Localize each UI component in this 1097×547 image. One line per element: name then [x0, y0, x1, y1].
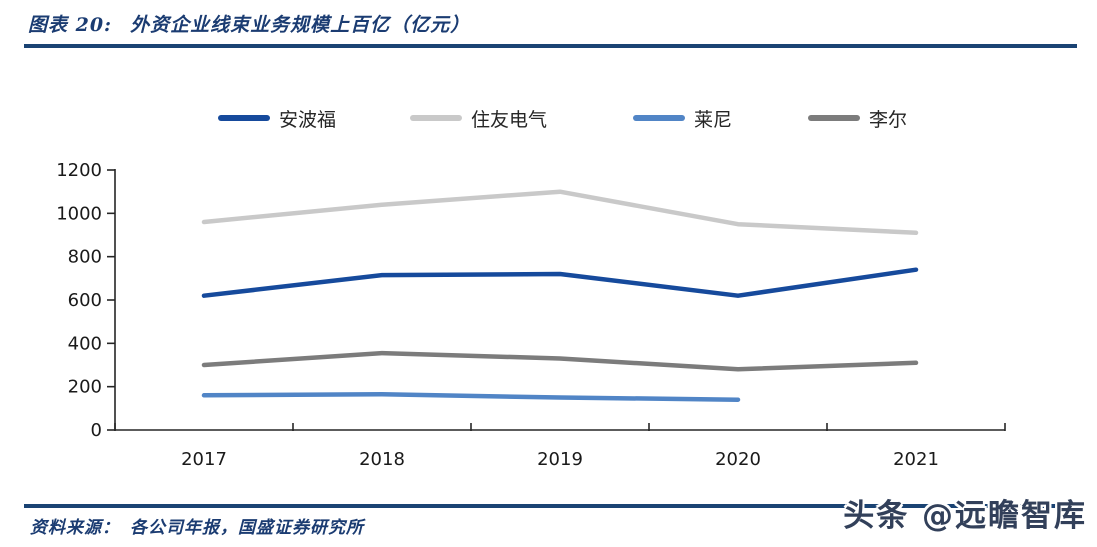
legend-swatch-anbofu	[218, 115, 270, 121]
legend-item-lear: 李尔	[808, 106, 908, 131]
legend-item-sumitomo: 住友电气	[410, 106, 548, 131]
source-note: 资料来源： 各公司年报，国盛证券研究所	[30, 513, 364, 538]
legend-label-anbofu: 安波福	[279, 108, 337, 131]
legend-swatch-leoni	[633, 115, 685, 121]
chart-legend: 安波福 住友电气 莱尼 李尔	[0, 106, 1097, 131]
source-label: 资料来源：	[30, 518, 120, 538]
y-axis-tick-label: 1200	[56, 160, 102, 181]
series-line-莱尼	[201, 392, 741, 402]
series-line-李尔	[201, 350, 919, 372]
figure-label: 图表 20:	[28, 14, 113, 36]
figure-title: 图表 20: 外资企业线束业务规模上百亿（亿元）	[28, 10, 470, 37]
series-line-住友电气	[201, 189, 919, 236]
y-axis-tick-label: 400	[68, 333, 102, 354]
watermark-toutiao-yuanzhanzhiku: 头条 @远瞻智库	[843, 498, 1087, 534]
source-text: 各公司年报，国盛证券研究所	[130, 518, 364, 538]
x-axis-tick-label: 2020	[715, 449, 761, 470]
x-axis-tick-label: 2018	[359, 449, 405, 470]
y-axis-tick-label: 800	[68, 247, 102, 268]
axis-lines	[114, 169, 1005, 431]
x-axis-tick-label: 2017	[181, 449, 227, 470]
legend-swatch-lear	[808, 115, 860, 121]
legend-label-sumitomo: 住友电气	[471, 108, 548, 131]
legend-item-leoni: 莱尼	[633, 106, 733, 131]
y-axis-tick-label: 200	[68, 377, 102, 398]
legend-label-leoni: 莱尼	[694, 108, 733, 131]
top-divider-rule	[24, 44, 1077, 48]
x-axis-tick-label: 2021	[893, 449, 939, 470]
y-axis-tick-label: 1000	[56, 203, 102, 224]
legend-item-anbofu: 安波福	[218, 106, 337, 131]
bottom-divider-rule	[24, 504, 1077, 508]
x-axis-tick-label: 2019	[537, 449, 583, 470]
y-axis-tick-label: 600	[68, 290, 102, 311]
figure-title-text: 外资企业线束业务规模上百亿（亿元）	[130, 14, 471, 36]
series-line-安波福	[201, 267, 919, 298]
legend-label-lear: 李尔	[869, 108, 908, 131]
legend-swatch-sumitomo	[410, 115, 462, 121]
y-axis-tick-label: 0	[91, 420, 102, 441]
